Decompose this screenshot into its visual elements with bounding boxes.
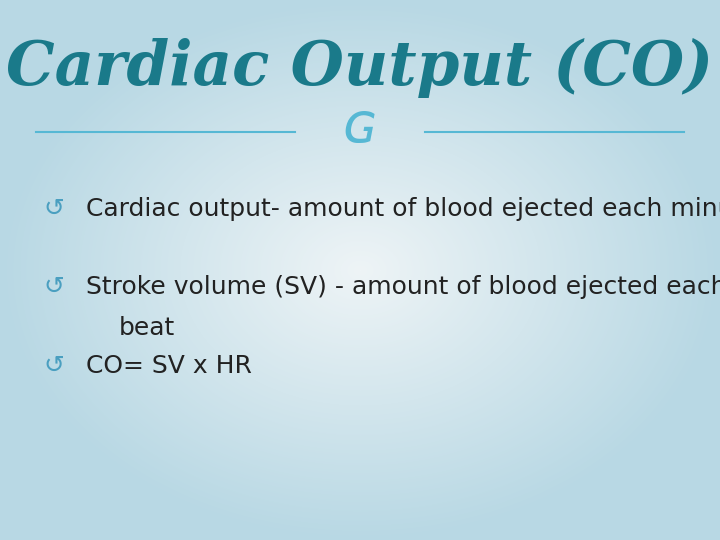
Text: c3: c3 bbox=[0, 539, 1, 540]
Text: Cardiac Output (CO): Cardiac Output (CO) bbox=[6, 37, 714, 98]
Text: ↺: ↺ bbox=[43, 275, 65, 299]
Text: beat: beat bbox=[119, 316, 175, 340]
Text: Cardiac output- amount of blood ejected each minute: Cardiac output- amount of blood ejected … bbox=[86, 197, 720, 221]
Text: ɢ: ɢ bbox=[343, 102, 377, 154]
Text: Stroke volume (SV) - amount of blood ejected each: Stroke volume (SV) - amount of blood eje… bbox=[86, 275, 720, 299]
Text: ↺: ↺ bbox=[43, 354, 65, 377]
Text: CO= SV x HR: CO= SV x HR bbox=[86, 354, 252, 377]
Text: ↺: ↺ bbox=[43, 197, 65, 221]
